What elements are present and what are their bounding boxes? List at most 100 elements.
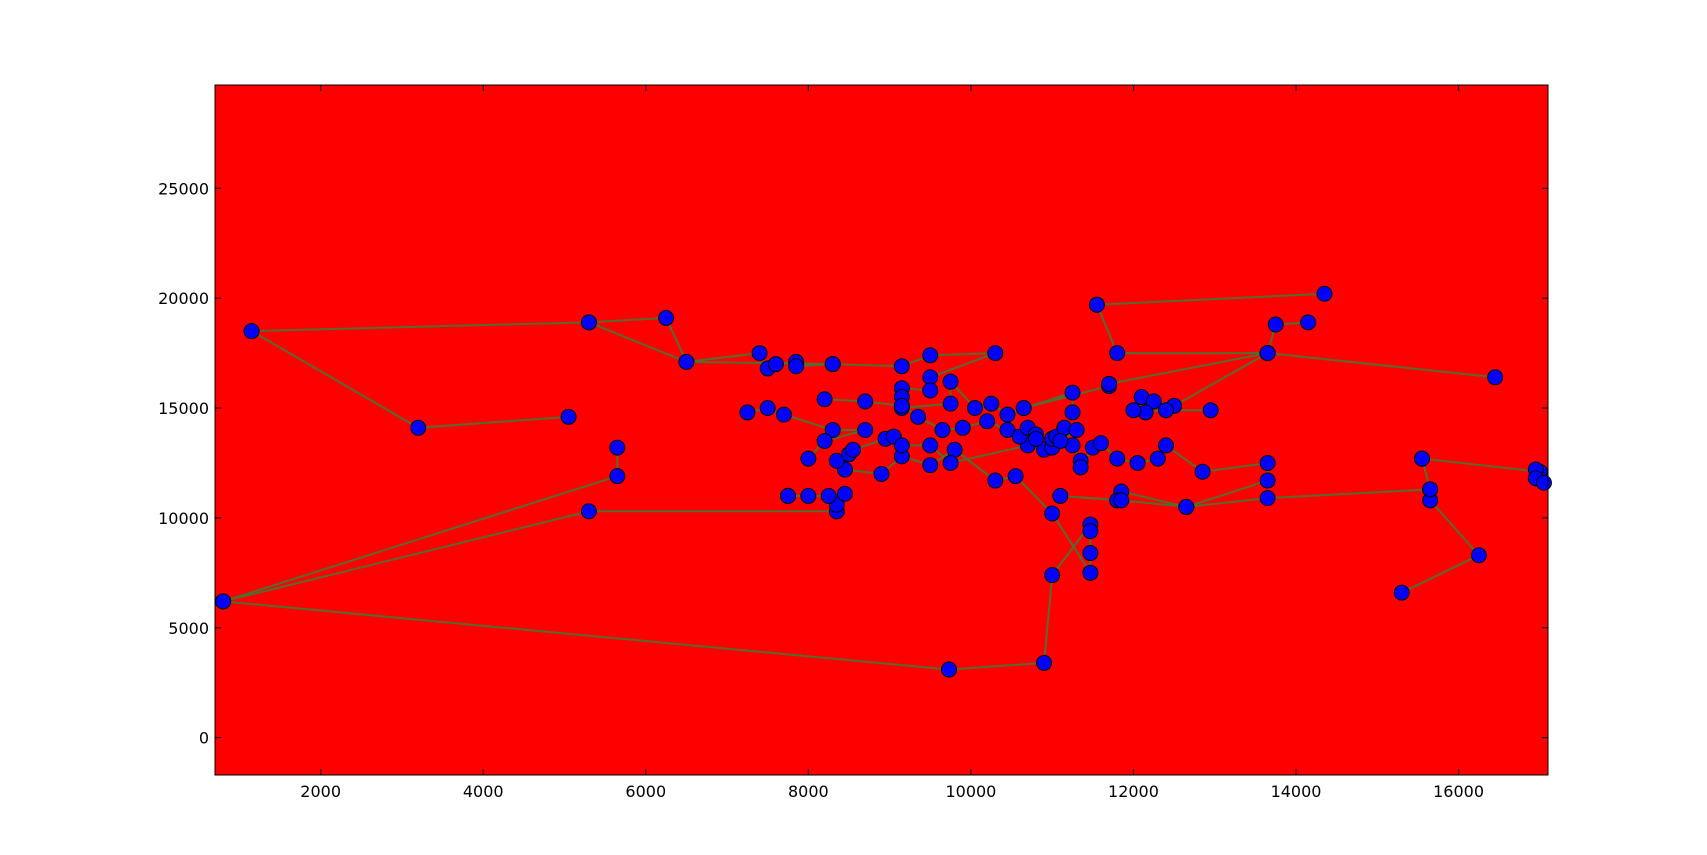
data-point — [1487, 369, 1504, 386]
data-point — [1027, 430, 1044, 447]
data-point — [800, 450, 817, 467]
data-point — [873, 465, 890, 482]
data-point — [1422, 481, 1439, 498]
data-point — [215, 593, 232, 610]
data-point — [1470, 547, 1487, 564]
data-point — [788, 358, 805, 375]
data-point — [893, 397, 910, 414]
data-point — [658, 309, 675, 326]
data-point — [910, 408, 927, 425]
data-point — [1036, 654, 1053, 671]
data-point — [1052, 432, 1069, 449]
data-point — [999, 422, 1016, 438]
y-tick-label: 20000 — [158, 289, 209, 308]
data-point — [739, 404, 756, 421]
data-point — [775, 406, 792, 423]
data-point — [1044, 567, 1061, 584]
data-point — [1113, 492, 1130, 509]
data-point — [609, 468, 626, 485]
data-point — [580, 503, 597, 520]
series-line-11 — [1096, 292, 1325, 306]
data-point — [1064, 404, 1081, 421]
y-tick-label: 25000 — [158, 179, 209, 198]
data-point — [1092, 435, 1109, 452]
data-point — [1044, 505, 1061, 522]
data-point — [1068, 422, 1085, 438]
data-point — [1178, 498, 1195, 515]
data-point — [942, 373, 959, 390]
data-point — [243, 323, 260, 340]
data-point — [1316, 285, 1333, 302]
data-point — [845, 441, 862, 458]
data-point — [1109, 450, 1126, 467]
data-point — [983, 395, 1000, 412]
data-point — [410, 419, 427, 436]
data-point — [857, 422, 874, 438]
data-point — [946, 441, 963, 458]
data-point — [836, 485, 853, 502]
series-line-12 — [1095, 304, 1496, 379]
data-point — [942, 454, 959, 471]
data-point — [1007, 468, 1024, 485]
data-point — [678, 353, 695, 370]
x-tick-label: 12000 — [1108, 782, 1159, 801]
data-point — [1300, 314, 1317, 331]
data-point — [1202, 402, 1219, 419]
data-point — [857, 393, 874, 410]
data-point — [1145, 393, 1162, 410]
data-point — [824, 356, 841, 373]
data-point — [816, 432, 833, 449]
y-tick-label: 0 — [199, 729, 209, 748]
x-tick-label: 16000 — [1433, 782, 1484, 801]
data-point — [979, 413, 996, 430]
y-tick-label: 10000 — [158, 509, 209, 528]
series-line-4 — [223, 600, 950, 671]
data-point — [1064, 384, 1081, 401]
plot-area — [215, 85, 1548, 775]
data-point — [560, 408, 577, 425]
data-point — [780, 487, 797, 504]
data-point — [1259, 490, 1276, 507]
x-tick-label: 10000 — [945, 782, 996, 801]
data-point — [987, 345, 1004, 362]
data-point — [1129, 454, 1146, 471]
data-point — [1082, 564, 1099, 581]
x-tick-label: 4000 — [463, 782, 504, 801]
data-point — [934, 422, 951, 438]
data-point — [828, 452, 845, 469]
data-point — [1414, 450, 1431, 467]
data-point — [966, 400, 983, 417]
data-point — [1157, 402, 1174, 419]
data-point — [987, 472, 1004, 489]
data-point — [922, 437, 939, 454]
y-tick-label: 15000 — [158, 399, 209, 418]
y-axis: 0 5000 10000 15000 20000 25000 — [158, 179, 1548, 748]
data-point — [1393, 584, 1410, 601]
data-point — [820, 487, 837, 504]
x-tick-label: 2000 — [300, 782, 341, 801]
data-point — [1082, 523, 1099, 540]
data-point — [1088, 296, 1105, 313]
data-point — [1109, 345, 1126, 362]
data-point — [1535, 474, 1552, 491]
data-point — [824, 422, 841, 438]
y-tick-label: 5000 — [168, 619, 209, 638]
data-point — [767, 356, 784, 373]
data-point — [1259, 345, 1276, 362]
data-point — [1259, 454, 1276, 471]
data-point — [1015, 400, 1032, 417]
x-tick-label: 8000 — [788, 782, 829, 801]
data-point — [954, 419, 971, 436]
data-point — [800, 487, 817, 504]
data-point — [1267, 316, 1284, 333]
x-axis: 2000 4000 6000 8000 10000 12000 14000 16000 — [300, 85, 1484, 801]
data-point — [893, 358, 910, 375]
x-tick-label: 6000 — [625, 782, 666, 801]
x-tick-label: 14000 — [1271, 782, 1322, 801]
data-point — [1052, 487, 1069, 504]
data-point — [999, 406, 1016, 423]
data-point — [1194, 463, 1211, 480]
data-point — [940, 661, 957, 678]
series-markers — [215, 285, 1552, 678]
